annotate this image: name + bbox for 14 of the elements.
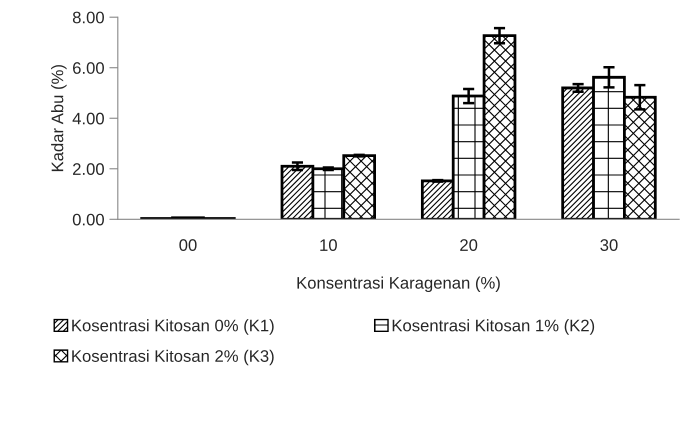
y-tick-label: 0.00	[72, 214, 104, 226]
legend-label: Kosentrasi Kitosan 2% (K3)	[72, 350, 274, 366]
legend-label: Kosentrasi Kitosan 0% (K1)	[72, 319, 274, 335]
x-tick-label: 30	[600, 239, 618, 251]
y-tick-label: 8.00	[72, 12, 104, 24]
x-tick-label: 20	[460, 239, 478, 251]
legend-label: Kosentrasi Kitosan 1% (K2)	[392, 319, 594, 335]
y-tick-label: 4.00	[72, 112, 104, 124]
y-tick-label: 6.00	[73, 62, 104, 74]
y-axis-title: Kadar Abu (%)	[51, 65, 67, 172]
y-tick-label: 2.00	[73, 163, 104, 175]
x-tick-label: 00	[179, 239, 197, 251]
x-axis-title: Konsentrasi Karagenan (%)	[297, 276, 500, 292]
x-tick-label: 10	[320, 239, 337, 251]
